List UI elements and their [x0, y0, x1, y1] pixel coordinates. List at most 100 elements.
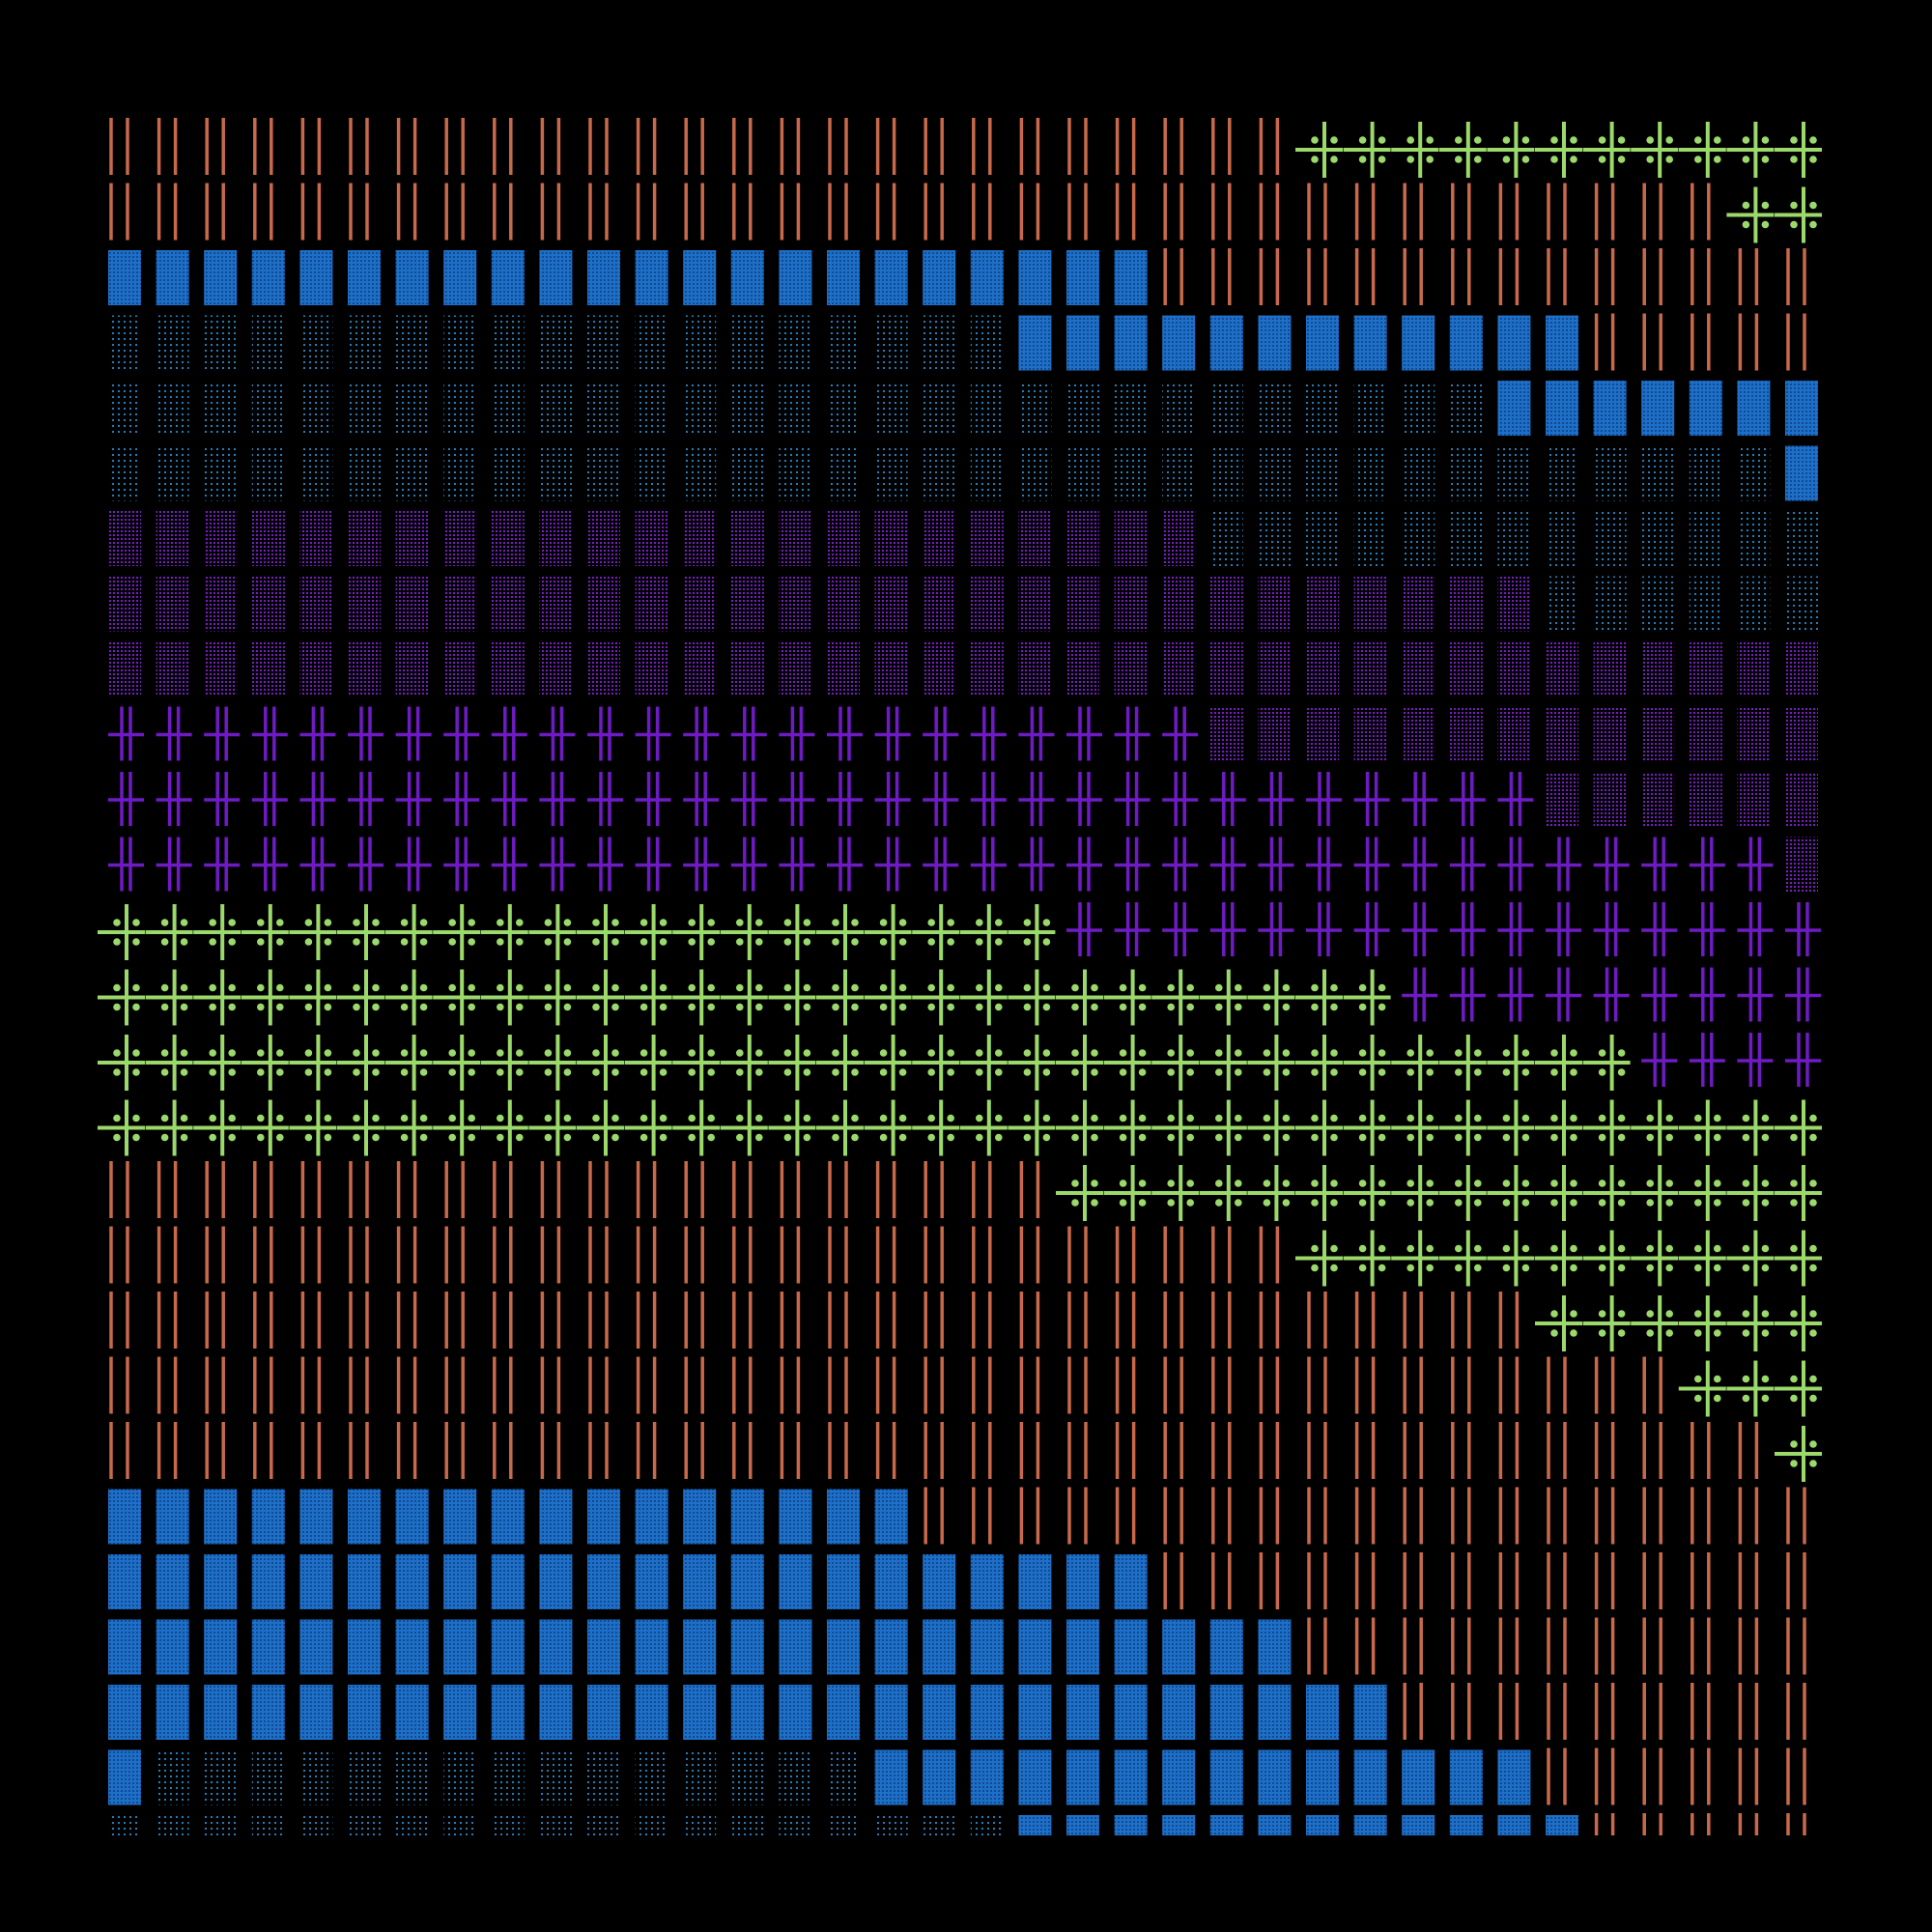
cell-green-dotted-crosses	[1008, 1099, 1056, 1156]
cell-blue-solid-blocks	[539, 1619, 573, 1675]
cell-green-dotted-crosses	[1151, 1165, 1200, 1221]
cell-blue-sparse-dots	[108, 381, 141, 436]
cell-green-dotted-crosses	[1631, 1165, 1679, 1221]
cell-orange-double-lines	[444, 1422, 465, 1479]
cell-blue-sparse-dots	[539, 315, 573, 371]
cell-purple-dot-blocks	[1593, 641, 1627, 696]
cell-blue-solid-blocks	[1209, 1619, 1243, 1675]
cell-blue-sparse-dots	[779, 445, 812, 501]
cell-orange-double-lines	[1115, 118, 1136, 175]
cell-blue-sparse-dots	[587, 381, 620, 436]
cell-purple-double-crosses	[108, 706, 144, 761]
cell-purple-double-crosses	[827, 837, 863, 892]
cell-blue-solid-blocks	[443, 1619, 477, 1675]
cell-orange-double-lines	[253, 118, 273, 175]
cell-orange-double-lines	[1354, 183, 1376, 241]
cell-green-dotted-crosses	[1343, 969, 1391, 1026]
cell-blue-sparse-dots	[923, 445, 956, 501]
cell-purple-dot-blocks	[204, 576, 238, 632]
cell-orange-double-lines	[1354, 1487, 1376, 1545]
cell-orange-double-lines	[1498, 1552, 1520, 1609]
cell-orange-double-lines	[1498, 183, 1520, 241]
cell-purple-double-crosses	[1641, 967, 1678, 1022]
cell-purple-dot-blocks	[1066, 641, 1099, 696]
cell-orange-double-lines	[1498, 1487, 1520, 1545]
cell-blue-sparse-dots	[683, 315, 717, 371]
cell-green-dotted-crosses	[768, 1099, 816, 1156]
cell-green-dotted-crosses	[1199, 969, 1247, 1026]
cell-orange-double-lines	[1738, 1617, 1759, 1675]
cell-green-dotted-crosses	[289, 1035, 337, 1091]
cell-orange-double-lines	[1594, 1487, 1615, 1545]
cell-purple-dot-blocks	[1641, 641, 1675, 696]
cell-green-dotted-crosses	[145, 904, 193, 960]
cell-orange-double-lines	[444, 1292, 465, 1349]
cell-orange-double-lines	[156, 1356, 178, 1414]
cell-orange-double-lines	[972, 1356, 992, 1414]
cell-blue-solid-blocks	[1162, 1685, 1196, 1740]
cell-orange-double-lines	[684, 1292, 704, 1349]
cell-blue-solid-blocks	[204, 1489, 238, 1545]
cell-orange-double-lines	[1211, 1552, 1232, 1609]
cell-orange-double-lines	[1019, 118, 1040, 175]
cell-purple-double-crosses	[395, 706, 432, 761]
cell-purple-double-crosses	[827, 772, 863, 826]
cell-blue-solid-blocks	[683, 1685, 717, 1740]
cell-green-dotted-crosses	[98, 1035, 145, 1091]
cell-orange-double-lines	[109, 1292, 129, 1349]
cell-purple-dot-blocks	[1066, 511, 1099, 566]
cell-purple-dot-blocks	[204, 511, 238, 566]
cell-blue-solid-blocks	[587, 250, 620, 305]
cell-purple-double-crosses	[1209, 772, 1246, 826]
cell-blue-solid-blocks	[491, 1619, 525, 1675]
cell-blue-solid-blocks	[874, 1554, 908, 1609]
cell-blue-solid-blocks	[1353, 1685, 1387, 1740]
cell-orange-double-lines	[972, 1161, 992, 1218]
cell-orange-double-lines	[780, 1226, 801, 1284]
cell-purple-dot-blocks	[587, 576, 620, 632]
cell-green-dotted-crosses	[384, 1099, 433, 1156]
cell-purple-dot-blocks	[1114, 641, 1148, 696]
cell-purple-dot-blocks	[1546, 772, 1578, 827]
cell-purple-double-crosses	[348, 772, 384, 826]
cell-green-dotted-crosses	[1726, 1099, 1775, 1156]
cell-green-dotted-crosses	[193, 1099, 242, 1156]
cell-purple-dot-blocks	[1449, 576, 1483, 632]
cell-orange-double-lines	[588, 1161, 609, 1218]
cell-blue-solid-blocks	[204, 1554, 238, 1609]
cell-purple-dot-blocks	[443, 511, 477, 566]
cell-blue-solid-blocks	[683, 1554, 717, 1609]
cell-purple-double-crosses	[1162, 902, 1199, 956]
cell-green-dotted-crosses	[1438, 1035, 1487, 1091]
cell-orange-double-lines	[780, 1422, 801, 1479]
cell-purple-double-crosses	[1689, 967, 1725, 1022]
cell-purple-double-crosses	[683, 706, 720, 761]
cell-blue-sparse-dots	[348, 1749, 381, 1805]
cell-blue-sparse-dots	[1497, 511, 1531, 566]
cell-blue-solid-blocks	[251, 1554, 285, 1609]
cell-orange-double-lines	[109, 118, 129, 175]
cell-blue-sparse-dots	[395, 1749, 429, 1805]
cell-purple-double-crosses	[1785, 902, 1821, 956]
cell-orange-double-lines	[636, 1226, 657, 1284]
cell-blue-solid-blocks	[1306, 1685, 1339, 1740]
cell-blue-solid-blocks	[491, 1554, 525, 1609]
cell-blue-sparse-dots	[827, 381, 860, 436]
cell-green-dotted-crosses	[1775, 1230, 1822, 1287]
cell-orange-double-lines	[1594, 1552, 1615, 1609]
cell-green-dotted-crosses	[1678, 122, 1726, 178]
cell-blue-sparse-dots	[1689, 576, 1722, 632]
cell-blue-sparse-dots	[970, 445, 1004, 501]
cell-purple-double-crosses	[108, 837, 144, 892]
cell-orange-double-lines	[684, 1226, 704, 1284]
cell-orange-double-lines	[636, 1292, 657, 1349]
cell-orange-double-lines	[1354, 1422, 1376, 1479]
cell-orange-double-lines	[1211, 1422, 1232, 1479]
cell-orange-double-lines	[1067, 1292, 1088, 1349]
cell-green-dotted-crosses	[1678, 1099, 1726, 1156]
cell-orange-double-lines	[875, 1356, 896, 1414]
cell-blue-solid-blocks	[108, 1489, 141, 1545]
cell-blue-solid-blocks	[1258, 1749, 1292, 1805]
cell-orange-double-lines	[780, 118, 801, 175]
cell-blue-solid-blocks	[827, 1685, 860, 1740]
